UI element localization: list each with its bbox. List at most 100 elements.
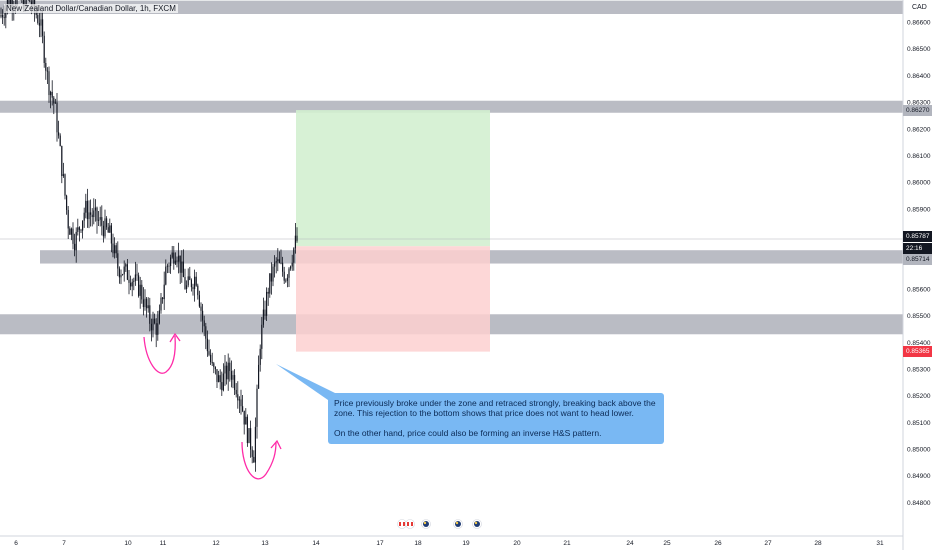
candle-body <box>202 310 204 321</box>
candle-body <box>262 309 264 325</box>
candle-body <box>149 305 151 324</box>
candle-body <box>56 102 58 133</box>
candle-body <box>37 14 39 23</box>
candle-body <box>109 225 111 233</box>
time-tick-label: 6 <box>14 540 18 547</box>
annotation-callout[interactable]: Price previously broke under the zone an… <box>328 393 664 444</box>
candle-body <box>181 261 183 273</box>
candle-body <box>226 365 228 380</box>
price-tick-label: 0.85400 <box>907 340 931 347</box>
candle-body <box>130 282 132 287</box>
candle-body <box>75 231 77 251</box>
flag-canada-mark <box>401 522 403 526</box>
candle-body <box>112 243 114 254</box>
candle-body <box>224 365 226 374</box>
candle-body <box>277 259 279 262</box>
candle-body <box>138 275 140 296</box>
candle-body <box>94 207 96 211</box>
calendar-event-icon[interactable] <box>421 519 431 529</box>
candle-body <box>194 276 196 290</box>
candle-body <box>77 227 79 232</box>
candle-body <box>142 299 144 308</box>
loss-zone[interactable] <box>296 246 490 352</box>
symbol-title[interactable]: New Zealand Dollar/Canadian Dollar, 1h, … <box>4 4 178 13</box>
candle-body <box>208 351 210 355</box>
time-tick-label: 31 <box>876 540 884 547</box>
candle-body <box>42 19 44 36</box>
candle-body <box>189 276 191 280</box>
price-tick-label: 0.85900 <box>907 206 931 213</box>
annotation-text-1: Price previously broke under the zone an… <box>334 398 656 418</box>
candle-body <box>242 406 244 411</box>
candle-body <box>10 0 12 6</box>
candle-body <box>110 225 112 244</box>
candle-body <box>3 17 5 19</box>
candle-body <box>254 426 256 463</box>
candle-body <box>261 324 263 349</box>
arrow-head-icon <box>270 439 282 450</box>
candle-body <box>80 229 82 231</box>
event-dot <box>474 521 480 527</box>
inverse-hs-shoulder-arrow[interactable] <box>143 335 176 374</box>
candle-body <box>115 245 117 254</box>
candle-body <box>98 219 100 221</box>
arrow-head-icon <box>169 332 181 343</box>
candle-body <box>294 235 296 249</box>
candle-body <box>66 195 68 210</box>
candle-body <box>274 262 276 267</box>
candle-body <box>232 375 234 380</box>
candle-body <box>222 373 224 391</box>
candle-body <box>114 245 116 254</box>
candle-body <box>106 218 108 228</box>
time-tick-label: 11 <box>160 540 167 547</box>
candle-body <box>197 285 199 296</box>
flag-canada-icon[interactable] <box>405 519 415 529</box>
candle-body <box>214 367 216 370</box>
candle-body <box>192 287 194 290</box>
zone-rect[interactable] <box>0 100 903 113</box>
candle-body <box>272 266 274 282</box>
candle-body <box>50 91 52 96</box>
time-tick-label: 25 <box>663 540 671 547</box>
inverse-hs-head-arrow[interactable] <box>241 441 277 480</box>
event-dot-highlight <box>455 521 459 525</box>
time-tick-label: 7 <box>62 540 66 547</box>
candle-body <box>58 132 60 136</box>
candle-body <box>62 174 64 176</box>
candle-body <box>99 217 101 220</box>
candle-body <box>40 19 42 26</box>
current-price-label: 0.85787 <box>903 231 932 243</box>
time-tick-label: 27 <box>764 540 772 547</box>
candle-body <box>283 271 285 281</box>
flag-canada-icon[interactable] <box>397 519 407 529</box>
calendar-event-icon[interactable] <box>472 519 482 529</box>
candle-body <box>179 255 181 273</box>
candle-body <box>293 248 295 263</box>
time-tick-label: 19 <box>462 540 470 547</box>
candle-body <box>16 0 18 6</box>
candle-body <box>122 274 124 276</box>
candle-body <box>203 320 205 327</box>
profit-zone[interactable] <box>296 110 490 247</box>
candle-body <box>139 284 141 296</box>
candle-body <box>96 207 98 221</box>
candle-body <box>51 91 53 98</box>
candle-body <box>83 212 85 221</box>
candle-body <box>88 212 90 220</box>
candle-body <box>144 298 146 308</box>
candle-body <box>219 375 221 383</box>
time-tick-label: 10 <box>124 540 132 547</box>
candle-body <box>6 0 8 8</box>
candle-body <box>200 306 202 311</box>
candle-body <box>166 265 168 267</box>
zone-rect[interactable] <box>0 0 903 14</box>
candle-body <box>245 416 247 425</box>
flag-canada-mark <box>409 522 411 526</box>
price-tick-label: 0.84800 <box>907 500 931 507</box>
annotation-text-2: On the other hand, price could also be f… <box>334 428 602 438</box>
candle-body <box>2 14 4 18</box>
candle-body <box>11 0 13 8</box>
calendar-event-icon[interactable] <box>453 519 463 529</box>
